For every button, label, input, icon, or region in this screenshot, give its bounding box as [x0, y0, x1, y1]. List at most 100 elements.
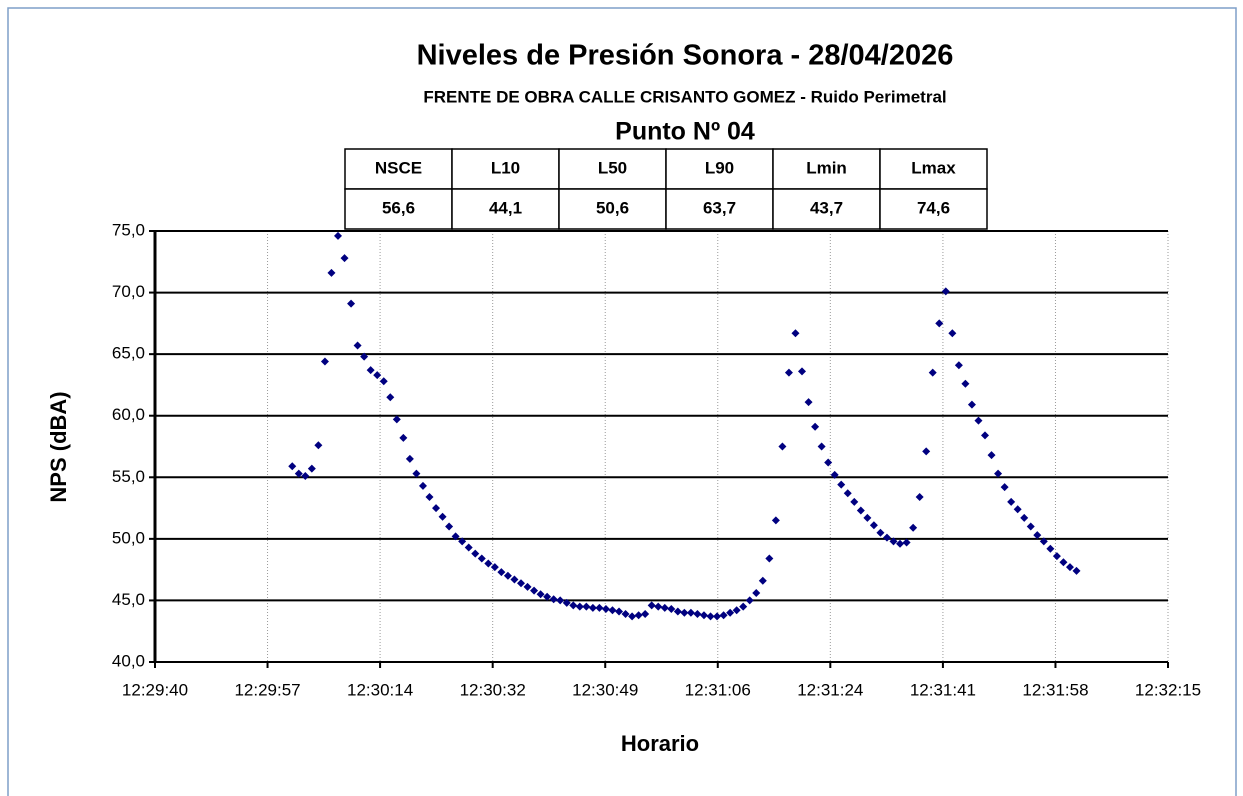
data-point — [412, 469, 421, 478]
data-point — [1052, 552, 1061, 561]
data-point — [320, 357, 329, 366]
data-point — [294, 469, 303, 478]
data-point — [634, 611, 643, 620]
data-point — [360, 352, 369, 361]
data-point — [347, 299, 356, 308]
data-point — [340, 254, 349, 263]
data-point — [994, 469, 1003, 478]
data-point — [386, 393, 395, 402]
data-point — [778, 442, 787, 451]
data-point — [530, 586, 539, 595]
data-point — [987, 451, 996, 460]
data-point — [601, 605, 610, 614]
data-point — [798, 367, 807, 376]
data-point — [353, 341, 362, 350]
data-point — [660, 603, 669, 612]
data-point — [438, 512, 447, 521]
point-label: Punto Nº 04 — [615, 118, 755, 146]
data-point — [791, 329, 800, 338]
table-header: L90 — [705, 158, 734, 177]
data-point — [503, 571, 512, 580]
x-tick-label: 12:32:15 — [1135, 680, 1201, 699]
data-point — [464, 543, 473, 552]
x-tick-label: 12:30:14 — [347, 680, 413, 699]
data-point — [641, 609, 650, 618]
data-point — [902, 538, 911, 547]
x-tick-label: 12:31:06 — [685, 680, 751, 699]
data-point — [896, 539, 905, 548]
data-point — [432, 504, 441, 513]
data-point — [575, 602, 584, 611]
data-point — [595, 603, 604, 612]
data-point — [647, 601, 656, 610]
table-value: 44,1 — [489, 198, 522, 217]
data-point — [405, 454, 414, 463]
data-point — [288, 462, 297, 471]
data-point — [752, 589, 761, 598]
data-point — [615, 607, 624, 616]
y-tick-label: 65,0 — [112, 344, 145, 363]
data-point — [621, 609, 630, 618]
data-point — [588, 603, 597, 612]
data-point — [784, 368, 793, 377]
x-axis-title: Horario — [621, 731, 699, 756]
data-point — [582, 602, 591, 611]
data-point — [628, 612, 637, 621]
table-header: NSCE — [375, 158, 422, 177]
data-point — [1059, 558, 1068, 567]
x-tick-label: 12:31:41 — [910, 680, 976, 699]
data-point — [837, 480, 846, 489]
y-axis-title: NPS (dBA) — [46, 391, 71, 502]
data-point — [373, 371, 382, 380]
data-point — [445, 522, 454, 531]
y-tick-label: 60,0 — [112, 405, 145, 424]
data-point — [941, 287, 950, 296]
data-point — [673, 607, 682, 616]
table-value: 56,6 — [382, 198, 415, 217]
data-point — [1000, 483, 1009, 492]
data-point — [1007, 497, 1016, 506]
data-point — [314, 441, 323, 450]
data-point — [510, 575, 519, 584]
data-point — [1020, 513, 1029, 522]
data-point — [771, 516, 780, 525]
data-point — [497, 568, 506, 577]
data-point — [458, 537, 467, 546]
data-point — [915, 492, 924, 501]
data-point — [608, 606, 617, 615]
data-point — [569, 601, 578, 610]
chart-subtitle: FRENTE DE OBRA CALLE CRISANTO GOMEZ - Ru… — [423, 87, 946, 106]
data-point — [974, 416, 983, 425]
data-point — [882, 533, 891, 542]
data-point — [307, 464, 316, 473]
data-point — [471, 549, 480, 558]
data-point — [556, 596, 565, 605]
data-point — [543, 592, 552, 601]
table-cell — [879, 188, 988, 230]
data-point — [869, 521, 878, 530]
data-point — [667, 605, 676, 614]
data-point — [948, 329, 957, 338]
table-header: L10 — [491, 158, 520, 177]
data-point — [392, 415, 401, 424]
y-tick-label: 75,0 — [112, 220, 145, 239]
x-tick-label: 12:30:32 — [460, 680, 526, 699]
table-cell — [772, 188, 881, 230]
data-point — [850, 497, 859, 506]
data-point — [706, 612, 715, 621]
table-value: 50,6 — [596, 198, 629, 217]
data-point — [922, 447, 931, 456]
data-point — [379, 377, 388, 386]
data-point — [745, 596, 754, 605]
data-point — [523, 582, 532, 591]
y-tick-label: 40,0 — [112, 651, 145, 670]
data-point — [654, 602, 663, 611]
y-tick-label: 50,0 — [112, 528, 145, 547]
data-point — [843, 489, 852, 498]
data-point — [876, 528, 885, 537]
data-point — [804, 398, 813, 407]
data-point — [562, 598, 571, 607]
table-value: 43,7 — [810, 198, 843, 217]
data-point — [856, 506, 865, 515]
